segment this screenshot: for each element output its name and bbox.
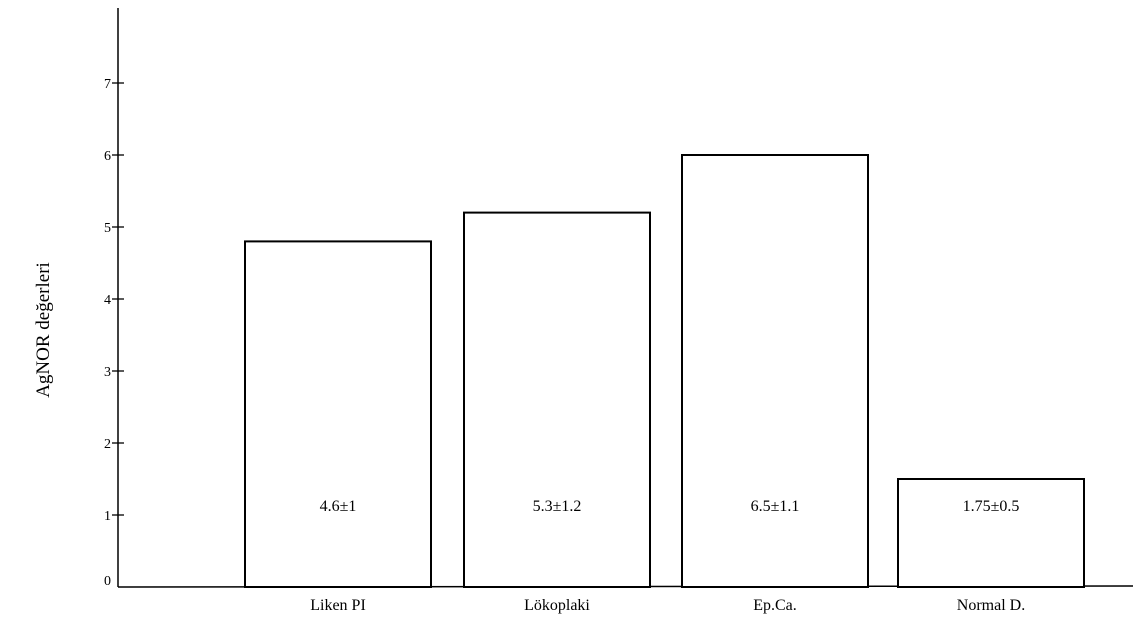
bar-value-label: 5.3±1.2 xyxy=(533,498,582,515)
y-tick-label: 4 xyxy=(104,293,111,308)
x-category-label: Normal D. xyxy=(957,597,1025,614)
chart-bars xyxy=(244,154,1085,588)
y-axis-title: AgNOR değerleri xyxy=(33,262,54,398)
bar-value-label: 1.75±0.5 xyxy=(963,498,1020,515)
bar-l-koplaki xyxy=(463,211,651,588)
y-tick-label: 3 xyxy=(104,365,111,380)
bar-value-label: 4.6±1 xyxy=(320,498,357,515)
x-category-label: Lökoplaki xyxy=(524,597,590,614)
y-tick-label: 0 xyxy=(104,574,111,589)
chart-labels: 4.6±1 Liken PI 5.3±1.2 Lökoplaki 6.5±1.1 Ep.C… xyxy=(310,498,1025,614)
x-category-label: Liken PI xyxy=(310,597,366,614)
bar-liken-pi xyxy=(244,240,432,588)
y-tick-label: 1 xyxy=(104,509,111,524)
y-tick-label: 7 xyxy=(104,77,111,92)
y-tick-label: 2 xyxy=(104,437,111,452)
bar-normal-d- xyxy=(897,478,1085,588)
y-tick-label: 5 xyxy=(104,221,111,236)
x-category-label: Ep.Ca. xyxy=(753,597,797,614)
bar-value-label: 6.5±1.1 xyxy=(751,498,800,515)
y-tick-label: 6 xyxy=(104,149,111,164)
bar-ep-ca- xyxy=(681,154,869,588)
